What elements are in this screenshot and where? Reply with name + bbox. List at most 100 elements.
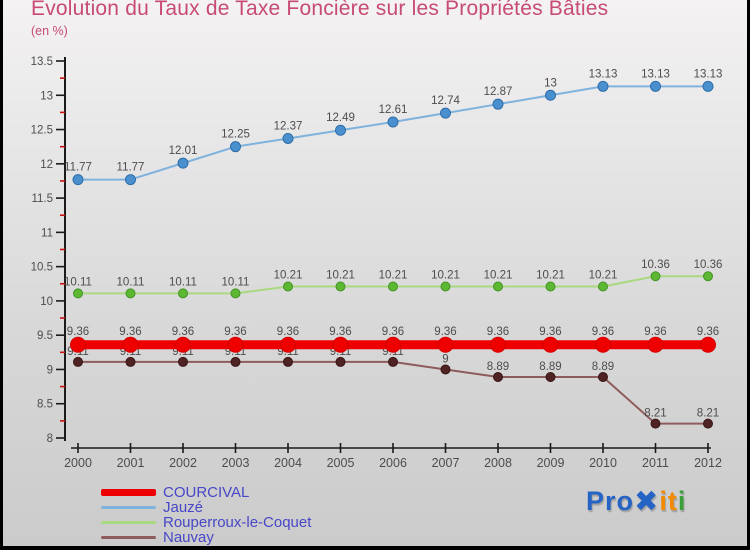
series-marker-Jauzé (125, 174, 136, 186)
series-marker-Rouperroux-le-Coquet (493, 281, 503, 292)
series-marker-Nauvay (283, 356, 293, 367)
data-label-Nauvay: 8.89 (592, 361, 614, 373)
series-marker-Rouperroux-le-Coquet (440, 281, 451, 292)
chart-title: Evolution du Taux de Taxe Foncière sur l… (31, 0, 609, 20)
series-marker-Jauzé (492, 98, 504, 110)
y-tick-label: 10 (40, 296, 53, 308)
legend-swatch (101, 506, 156, 509)
y-tick-label: 11.5 (31, 193, 53, 205)
legend-item: Rouperroux-le-Coquet (101, 515, 311, 530)
legend-swatch (101, 536, 156, 539)
logo-letter: r (605, 486, 617, 516)
x-tick-label: 2010 (589, 456, 617, 470)
x-tick-label: 2008 (484, 456, 512, 470)
y-tick-label: 10.5 (31, 262, 53, 274)
series-marker-COURCIVAL (385, 336, 401, 353)
legend: COURCIVAL Jauzé Rouperroux-le-Coquet Nauvay (101, 485, 311, 545)
series-marker-COURCIVAL (542, 336, 559, 353)
x-tick-label: 2000 (64, 456, 92, 470)
series-marker-Rouperroux-le-Coquet (125, 288, 136, 299)
series-marker-Nauvay (125, 356, 136, 367)
series-marker-Jauzé (545, 89, 556, 101)
logo-letter: ✖ (634, 486, 660, 518)
data-label-Jauzé: 11.77 (117, 162, 145, 174)
data-label-COURCIVAL: 9.36 (487, 326, 509, 338)
data-label-Rouperroux-le-Coquet: 10.11 (222, 276, 250, 288)
data-label-Jauzé: 13.13 (694, 68, 723, 80)
data-label-Jauzé: 12.37 (274, 120, 303, 132)
logo-letter: P (586, 486, 606, 516)
data-label-Jauzé: 13.13 (641, 68, 670, 80)
series-marker-COURCIVAL (647, 336, 664, 353)
series-marker-Rouperroux-le-Coquet (283, 281, 293, 292)
series-marker-Jauzé (440, 107, 451, 119)
series-marker-Rouperroux-le-Coquet (703, 271, 713, 282)
y-tick-label: 13.5 (31, 56, 53, 68)
data-label-Rouperroux-le-Coquet: 10.21 (379, 270, 408, 282)
legend-item: Nauvay (101, 530, 311, 545)
series-marker-Rouperroux-le-Coquet (650, 271, 661, 282)
legend-label: COURCIVAL (163, 484, 250, 501)
data-label-Rouperroux-le-Coquet: 10.11 (169, 276, 197, 288)
data-label-Rouperroux-le-Coquet: 10.21 (484, 270, 513, 282)
y-tick-label: 13 (40, 90, 53, 102)
proxiti-logo: Pro✖iti (586, 483, 686, 518)
series-marker-Nauvay (703, 418, 713, 429)
series-marker-Rouperroux-le-Coquet (335, 281, 346, 292)
series-marker-Nauvay (335, 356, 346, 367)
y-tick-label: 12.5 (31, 125, 53, 137)
x-tick-label: 2004 (274, 456, 302, 470)
data-label-Jauzé: 13 (544, 77, 557, 89)
data-label-COURCIVAL: 9.36 (697, 326, 719, 338)
series-marker-Nauvay (440, 364, 451, 375)
series-marker-Nauvay (493, 371, 503, 382)
series-marker-COURCIVAL (490, 336, 506, 353)
x-tick-label: 2006 (379, 456, 407, 470)
x-tick-label: 2002 (169, 456, 197, 470)
data-label-Jauzé: 12.87 (484, 86, 513, 98)
series-marker-Nauvay (388, 356, 398, 367)
x-tick-label: 2011 (642, 456, 669, 470)
logo-letter: i (677, 486, 687, 516)
data-label-COURCIVAL: 9.36 (329, 326, 351, 338)
x-tick-label: 2012 (694, 456, 722, 470)
series-marker-Nauvay (73, 356, 83, 367)
data-label-Rouperroux-le-Coquet: 10.21 (431, 270, 460, 282)
x-tick-label: 2003 (222, 456, 250, 470)
series-marker-COURCIVAL (122, 336, 139, 353)
series-marker-Jauzé (230, 141, 241, 153)
series-marker-Rouperroux-le-Coquet (230, 288, 241, 299)
data-label-Rouperroux-le-Coquet: 10.36 (694, 259, 723, 271)
data-label-Rouperroux-le-Coquet: 10.21 (589, 270, 618, 282)
logo-letter: o (616, 486, 635, 516)
y-tick-label: 9 (47, 364, 53, 376)
data-label-Rouperroux-le-Coquet: 10.21 (274, 270, 303, 282)
legend-swatch (101, 489, 156, 496)
data-label-Nauvay: 8.89 (487, 361, 509, 373)
x-tick-label: 2001 (117, 456, 145, 470)
series-marker-Rouperroux-le-Coquet (545, 281, 556, 292)
data-label-Rouperroux-le-Coquet: 10.36 (641, 259, 670, 271)
data-label-COURCIVAL: 9.36 (539, 326, 561, 338)
logo-letter: i (659, 486, 668, 516)
series-marker-COURCIVAL (437, 336, 454, 353)
data-label-COURCIVAL: 9.36 (277, 326, 299, 338)
series-marker-Jauzé (282, 132, 294, 144)
data-label-Nauvay: 8.21 (697, 408, 719, 420)
data-label-Jauzé: 13.13 (589, 68, 618, 80)
data-label-COURCIVAL: 9.36 (434, 326, 456, 338)
series-marker-COURCIVAL (280, 336, 296, 353)
series-marker-Jauzé (650, 80, 661, 92)
series-marker-Jauzé (335, 124, 346, 136)
chart-subtitle: (en %) (31, 24, 68, 38)
legend-label: Nauvay (163, 529, 214, 546)
data-label-COURCIVAL: 9.36 (172, 326, 194, 338)
legend-item: COURCIVAL (101, 485, 311, 500)
data-label-Jauzé: 12.25 (221, 129, 250, 141)
series-marker-Nauvay (178, 356, 188, 367)
y-tick-label: 12 (40, 159, 53, 171)
series-marker-Nauvay (230, 356, 241, 367)
data-label-COURCIVAL: 9.36 (644, 326, 666, 338)
data-label-Nauvay: 9 (442, 353, 448, 365)
